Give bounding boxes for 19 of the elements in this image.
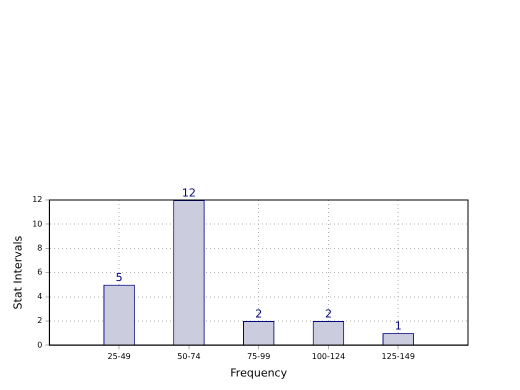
y-tick-label: 0 bbox=[37, 340, 42, 350]
y-tick-label: 4 bbox=[37, 292, 42, 301]
x-tick-label: 25-49 bbox=[108, 352, 131, 362]
data-label: 2 bbox=[255, 307, 262, 320]
y-tick-label: 6 bbox=[37, 268, 42, 277]
y-tick-label: 2 bbox=[37, 316, 42, 326]
y-tick-label: 12 bbox=[32, 195, 42, 204]
y-tick-label: 8 bbox=[37, 243, 42, 252]
x-tick-label: 50-74 bbox=[177, 352, 201, 362]
y-tick-label: 10 bbox=[32, 219, 42, 228]
x-tick-label: 125-149 bbox=[382, 352, 415, 362]
x-tick-label: 100-124 bbox=[312, 352, 346, 362]
data-label: 5 bbox=[116, 271, 123, 284]
y-axis-title: Stat Intervals bbox=[11, 235, 24, 310]
data-label: 1 bbox=[394, 319, 402, 332]
x-axis-title: Frequency bbox=[230, 366, 288, 380]
x-tick-label: 75-99 bbox=[247, 352, 270, 362]
data-label: 12 bbox=[182, 186, 196, 200]
data-label: 2 bbox=[324, 307, 332, 320]
